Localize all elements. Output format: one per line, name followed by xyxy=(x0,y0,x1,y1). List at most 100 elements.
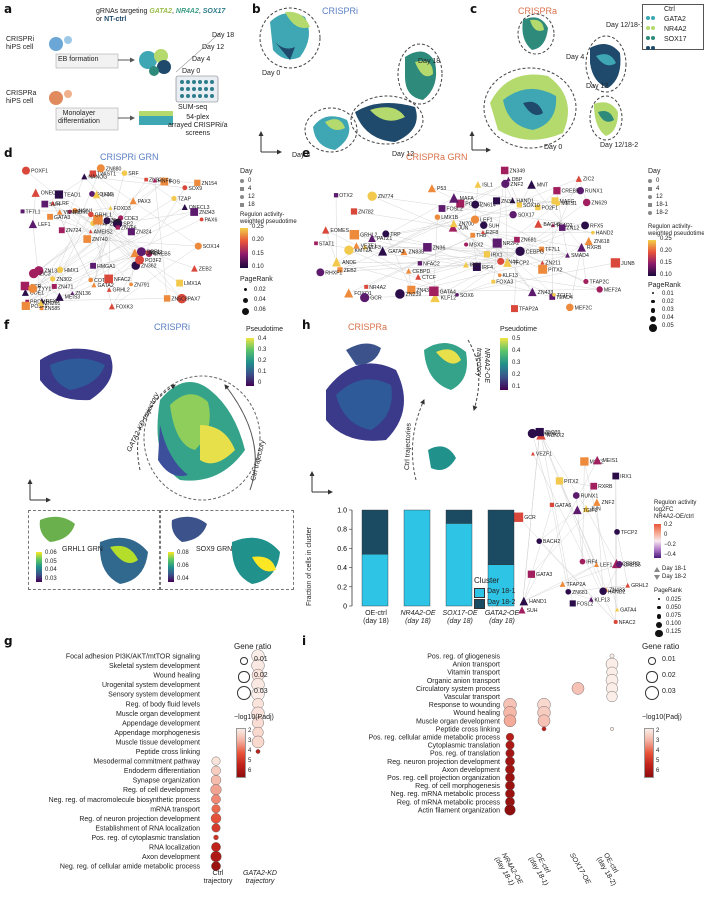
grn-nr4a2-network: GATA3JUNCEBPDGRHL2MSX2ZN433RUNX1RXRBCREB… xyxy=(513,427,649,626)
i-color-title: −log10(Padj) xyxy=(642,714,682,721)
e-node-label-71: SOX6 xyxy=(460,293,474,299)
e-node-label-42: ZN43 xyxy=(416,288,429,294)
umap-crispri-pseudotime xyxy=(27,348,261,503)
e-node-62 xyxy=(367,191,377,201)
e-node-2 xyxy=(497,257,505,265)
e-node-66 xyxy=(382,230,390,238)
d-day-legend-item-3: 18 xyxy=(248,202,255,208)
e-node-label-0: MEF2C xyxy=(575,305,593,311)
g-dot-12 xyxy=(211,765,221,776)
d-node-label-39: ZIC3 xyxy=(39,272,50,278)
h-node-0 xyxy=(527,570,536,578)
h-node-label-18: GATA4 xyxy=(620,607,636,613)
d-node-label-13: CDE3 xyxy=(124,216,138,222)
d-node-label-12: LHX6 xyxy=(101,192,114,198)
d-node-55 xyxy=(121,170,128,177)
e-node-26 xyxy=(378,246,388,256)
e-node-83 xyxy=(360,293,370,303)
d-node-label-54: ZN261 xyxy=(45,301,61,307)
d-node-label-65: SUH xyxy=(49,202,60,208)
d-colorbar-title: Regulon activity- weighted pseudotime xyxy=(240,212,297,225)
e-pagerank-label-2: 0.03 xyxy=(662,307,674,313)
e-node-10 xyxy=(516,202,523,208)
h-node-1 xyxy=(582,505,590,513)
g-term-1: Skeletal system development xyxy=(109,663,200,670)
e-node-75 xyxy=(591,230,595,235)
umap-c-day1218-1: Day 12/18-1 xyxy=(606,22,645,29)
d-cbar-tick-1: 0.20 xyxy=(252,237,264,244)
e-day-legend-title: Day xyxy=(648,168,661,175)
g-color-tick-2: 4 xyxy=(248,748,252,754)
panel-c-label: c xyxy=(470,2,478,16)
d-node-label-6: SOX10 xyxy=(96,192,113,198)
h-traj-nr4a2: NR4A2-OE trajectory xyxy=(475,348,490,384)
panel-d-label: d xyxy=(4,146,13,160)
h-node-label-14: SMAD4 xyxy=(538,432,556,438)
e-node-label-51: RFX5 xyxy=(590,223,603,229)
bar-ytick-4: 0.8 xyxy=(337,527,347,534)
d-node-label-3: ZN740 xyxy=(92,237,108,243)
legend-swatch-2 xyxy=(646,27,658,40)
h-cbar-tick-0: 0.5 xyxy=(512,336,521,342)
umap-crispra-days xyxy=(469,13,627,153)
d-node-label-24: ZN823 xyxy=(149,178,165,184)
e-cbar-tick-1: 0.20 xyxy=(660,248,672,254)
e-node-9 xyxy=(456,199,465,208)
e-pagerank-dot-0 xyxy=(652,292,654,294)
g-color-tick-1: 3 xyxy=(248,738,252,744)
d-node-49 xyxy=(96,164,105,173)
bar-ytick-0: 0 xyxy=(343,604,347,611)
f-sub2-cbar xyxy=(168,552,174,582)
e-pagerank-label-4: 0.05 xyxy=(662,323,674,329)
e-node-label-13: P53 xyxy=(437,186,446,192)
d-node-label-21: COT1 xyxy=(94,278,108,284)
f-cbar-title: Pseudotime xyxy=(246,326,283,333)
e-node-label-68: MNT xyxy=(537,182,549,188)
e-node-label-3: OTX2 xyxy=(339,193,353,199)
e-node-37 xyxy=(528,287,537,297)
d-node-42 xyxy=(135,255,145,265)
d-node-label-45: ZN585 xyxy=(45,306,61,312)
d-node-label-55: SRF xyxy=(128,171,138,177)
e-day-legend-marker-4 xyxy=(648,211,652,215)
eb-cluster-icon xyxy=(139,51,157,69)
f-cbar-tick-3: 0.1 xyxy=(258,369,267,375)
g-term-6: Muscle organ development xyxy=(116,711,200,718)
e-pagerank-dot-3 xyxy=(649,316,657,323)
panel-e-label: e xyxy=(302,146,311,160)
e-node-label-63: ISL1 xyxy=(482,182,493,188)
d-node-label-25: HMX1 xyxy=(64,268,79,274)
panel-c-title: CRISPRa xyxy=(518,6,558,16)
d-node-20 xyxy=(88,229,93,234)
e-node-label-40: NFAC2 xyxy=(423,261,440,267)
h-net-cbar-tick-2: −0.2 xyxy=(664,542,676,548)
h-net-cbar-tick-1: 0 xyxy=(664,532,668,538)
d-node-label-1: LEF1 xyxy=(38,222,51,228)
d-node-label-47: NFAC2 xyxy=(114,277,131,283)
h-node-label-12: TFCP2 xyxy=(621,530,638,536)
d-node-label-8: ZN133 xyxy=(44,269,60,275)
d-node-33 xyxy=(55,292,64,301)
i-color-tick-1: 3 xyxy=(656,738,660,744)
h-node-23 xyxy=(555,477,564,485)
h-node-20 xyxy=(536,538,543,544)
e-node-20 xyxy=(575,175,583,182)
h-node-label-2: CEBPD xyxy=(622,562,640,568)
e-node-73 xyxy=(596,286,603,293)
e-node-54 xyxy=(434,214,441,220)
d-node-65 xyxy=(41,200,49,208)
e-node-27 xyxy=(464,242,469,247)
e-node-64 xyxy=(316,268,325,277)
g-xlabel-1: GATA2-KD trajectory xyxy=(243,870,277,885)
d-node-label-43: ZN791 xyxy=(134,282,150,288)
e-node-55 xyxy=(314,241,318,246)
e-node-32 xyxy=(405,268,412,274)
h-traj-ctrl: Ctrl trajectories xyxy=(404,422,413,471)
e-node-24 xyxy=(584,236,593,246)
e-node-label-61: MAFG xyxy=(560,199,575,205)
g-size-dot-0 xyxy=(240,657,248,665)
e-node-label-52: ZN211 xyxy=(545,261,560,267)
i-color-tick-3: 5 xyxy=(656,758,660,764)
d-node-label-32: ZN362 xyxy=(141,264,157,270)
i-dot-21 xyxy=(505,780,515,791)
